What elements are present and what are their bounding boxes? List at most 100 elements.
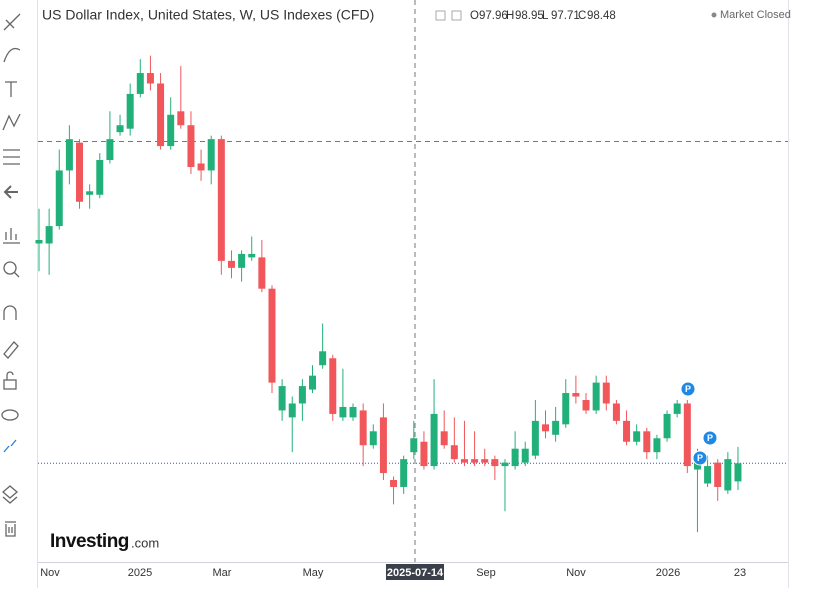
candle-body <box>552 420 560 435</box>
candle-body <box>217 139 225 261</box>
candle-body <box>400 459 408 487</box>
candle-body <box>602 382 610 404</box>
candle-body <box>734 463 742 482</box>
header-icon[interactable] <box>435 10 446 21</box>
tool-trash[interactable] <box>5 521 16 537</box>
tool-eye[interactable] <box>1 409 19 421</box>
tool-back[interactable] <box>3 185 18 199</box>
candle-body <box>248 253 256 258</box>
candle-body <box>197 163 205 171</box>
x-tick-label: Sep <box>476 567 496 579</box>
candle-body <box>491 459 499 467</box>
candle-body <box>501 462 509 467</box>
watermark: Investing <box>50 531 129 552</box>
tool-lock-shackle <box>6 371 14 380</box>
candle-body <box>633 431 641 442</box>
candle-body <box>157 83 165 147</box>
candle-body <box>521 448 529 463</box>
candle-body <box>572 393 580 397</box>
candle-body <box>238 253 246 268</box>
x-tick-label: 2025 <box>128 567 152 579</box>
candle-body <box>673 403 681 414</box>
candle-body <box>55 170 63 227</box>
header-icon[interactable] <box>451 10 462 21</box>
candle-body <box>623 420 631 442</box>
candle-body <box>106 139 114 160</box>
candle-body <box>542 424 549 432</box>
tool-text[interactable] <box>5 81 17 97</box>
candle-body <box>481 459 489 463</box>
tool-zoom[interactable] <box>3 261 17 275</box>
x-tick-label: Nov <box>40 567 60 579</box>
candle-body <box>35 240 43 244</box>
ohlc-label: C <box>578 10 586 22</box>
candle-body <box>298 386 306 404</box>
ohlc-value: 97.96 <box>479 10 508 22</box>
event-flag <box>680 381 696 397</box>
candle-body <box>511 448 519 467</box>
candle-body <box>76 142 84 202</box>
tool-brush[interactable] <box>3 47 21 63</box>
candle-body <box>663 413 671 439</box>
ohlc-value: 98.95 <box>515 10 544 22</box>
tool-layers[interactable] <box>2 485 18 504</box>
candle-body <box>653 438 661 453</box>
candle-body <box>471 459 479 463</box>
candle-body <box>258 257 266 289</box>
candle-body <box>430 413 438 467</box>
candle-body <box>410 438 418 453</box>
ohlc-label: L <box>542 10 549 22</box>
candle-body <box>86 191 94 195</box>
candle-body <box>390 480 398 487</box>
tool-magnet[interactable] <box>3 305 17 320</box>
candle-body <box>96 160 104 195</box>
candle-body <box>207 139 215 171</box>
candle-body <box>187 125 195 167</box>
ohlc-value: 97.71 <box>551 10 580 22</box>
candle-body <box>450 445 458 460</box>
tool-lock-draw[interactable] <box>3 341 19 359</box>
x-tick-label: Nov <box>566 567 586 579</box>
candle-body <box>116 125 124 133</box>
chart-title: US Dollar Index, United States, W, US In… <box>42 7 374 23</box>
candle-body <box>339 406 347 418</box>
candle-body <box>359 410 367 446</box>
x-tick-label: May <box>303 567 324 579</box>
candle-body <box>45 226 53 244</box>
ohlc-value: 98.48 <box>587 10 616 22</box>
toolbar <box>1 13 21 537</box>
tool-link[interactable] <box>3 439 17 453</box>
candle-body <box>167 114 175 147</box>
tool-lines[interactable] <box>3 13 21 31</box>
candle-body <box>704 466 712 484</box>
crosshair-label: 2025-07-14 <box>387 567 444 579</box>
tool-fib[interactable] <box>3 149 20 165</box>
tool-zoom-handle <box>13 271 20 278</box>
tool-indicators[interactable] <box>3 228 20 244</box>
candle-body <box>724 459 732 491</box>
event-flag-label: P <box>685 384 691 394</box>
candle-body <box>683 403 691 467</box>
ohlc-label: O <box>470 10 479 22</box>
candle-body <box>177 111 185 126</box>
x-tick-label: 23 <box>734 567 746 579</box>
event-flag-label: P <box>707 433 713 443</box>
x-tick-label: 2026 <box>656 567 680 579</box>
candle-body <box>562 393 570 425</box>
ohlc-values: O 97.96H 98.95L 97.71C 98.48 <box>470 10 616 22</box>
status-dot <box>711 12 717 18</box>
event-flag <box>702 430 718 446</box>
candle-body <box>278 386 286 411</box>
tool-pattern[interactable] <box>2 113 21 131</box>
candle-body <box>268 288 276 383</box>
candle-body <box>531 420 539 456</box>
candle-body <box>592 382 600 411</box>
candle-body <box>329 358 337 414</box>
candle-body <box>379 417 387 474</box>
candle-body <box>714 462 722 487</box>
candle-body <box>349 406 357 418</box>
tool-lock[interactable] <box>3 379 17 390</box>
candle-body <box>460 459 468 463</box>
